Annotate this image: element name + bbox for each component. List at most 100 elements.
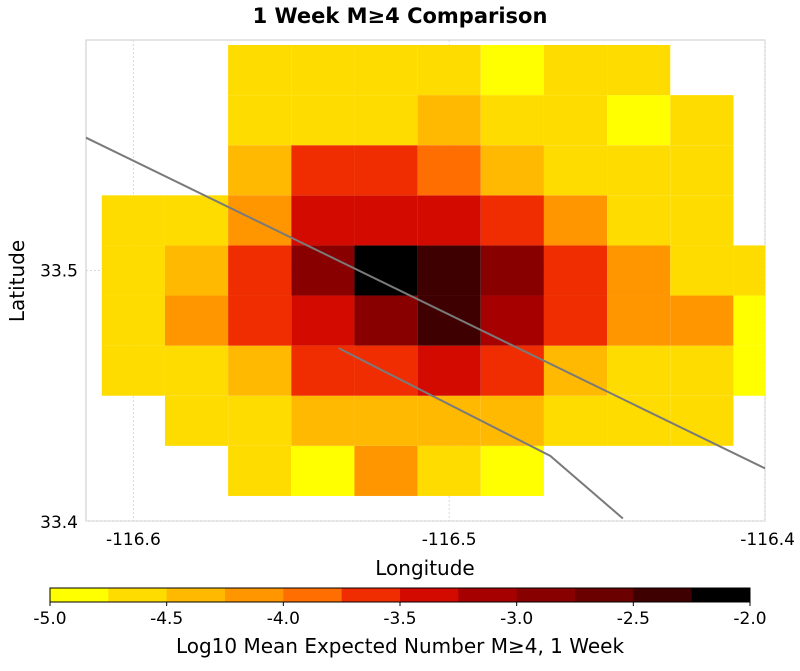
colorbar-segment: [516, 588, 576, 602]
heatmap-cell: [417, 245, 481, 296]
heatmap-cell: [354, 95, 418, 146]
heatmap-cell: [228, 445, 292, 496]
heatmap-cell: [354, 45, 418, 96]
colorbar-segment: [575, 588, 634, 602]
colorbar-segment: [166, 588, 226, 602]
heatmap-cell: [228, 95, 292, 146]
x-axis-ticks: -116.6 -116.5 -116.4: [106, 530, 795, 550]
heatmap-cell: [101, 245, 165, 296]
heatmap-cell: [417, 345, 481, 396]
chart-title: 1 Week M≥4 Comparison: [253, 4, 548, 28]
fault-traces: [85, 136, 766, 520]
heatmap-cell: [101, 195, 165, 246]
colorbar-segment: [50, 588, 109, 602]
heatmap-cell: [607, 395, 671, 446]
y-axis-ticks: 33.4 33.5: [40, 261, 78, 533]
heatmap-cell: [607, 295, 671, 346]
heatmap-cell: [480, 45, 544, 96]
heatmap-cell: [101, 345, 165, 396]
heatmap-cell: [607, 95, 671, 146]
colorbar-tick-label: -2.0: [733, 609, 766, 629]
heatmap-cell: [417, 145, 481, 196]
heatmap-cell: [480, 145, 544, 196]
colorbar-label: Log10 Mean Expected Number M≥4, 1 Week: [176, 634, 624, 658]
colorbar-tick-label: -4.0: [267, 609, 300, 629]
heatmap-cell: [164, 295, 229, 346]
heatmap-cell: [291, 145, 355, 196]
heatmap-cell: [670, 295, 734, 346]
heatmap-cell: [417, 395, 481, 446]
heatmap-cell: [543, 245, 608, 296]
heatmap-cell: [607, 345, 671, 396]
heatmap-cell: [164, 195, 229, 246]
heatmap-cell: [480, 295, 544, 346]
heatmap-cell: [543, 95, 608, 146]
colorbar-segment: [341, 588, 401, 602]
heatmap-cell: [733, 345, 765, 396]
colorbar-segment: [691, 588, 751, 602]
heatmap-cell: [480, 245, 544, 296]
heatmap-cell: [291, 195, 355, 246]
y-tick-label: 33.5: [40, 261, 78, 281]
colorbar-tick-label: -4.5: [150, 609, 183, 629]
heatmap-cell: [607, 145, 671, 196]
x-axis-label: Longitude: [375, 556, 474, 580]
heatmap-cell: [670, 145, 734, 196]
colorbar-tick-label: -5.0: [33, 609, 66, 629]
heatmap-cells: [101, 45, 765, 496]
heatmap-cell: [670, 345, 734, 396]
colorbar-segment: [108, 588, 168, 602]
colorbar-segment: [400, 588, 459, 602]
colorbar-segment: [633, 588, 693, 602]
y-tick-label: 33.4: [40, 513, 78, 533]
heatmap-cell: [670, 245, 734, 296]
heatmap-cell: [228, 245, 292, 296]
heatmap-cell: [164, 245, 229, 296]
colorbar-tick-label: -3.5: [383, 609, 416, 629]
heatmap-cell: [354, 295, 418, 346]
heatmap-cell: [354, 145, 418, 196]
heatmap-cell: [543, 345, 608, 396]
heatmap-cell: [607, 195, 671, 246]
colorbar-tick-label: -2.5: [617, 609, 650, 629]
heatmap-cell: [543, 45, 608, 96]
heatmap-cell: [607, 245, 671, 296]
heatmap-cell: [543, 145, 608, 196]
heatmap-cell: [291, 345, 355, 396]
heatmap-cell: [417, 45, 481, 96]
heatmap-cell: [164, 345, 229, 396]
x-tick-label: -116.6: [106, 530, 161, 550]
colorbar: -5.0 -4.5 -4.0 -3.5 -3.0 -2.5 -2.0: [33, 587, 767, 629]
heatmap-cell: [480, 395, 544, 446]
y-axis-label: Latitude: [5, 240, 29, 322]
heatmap-cell: [480, 195, 544, 246]
heatmap-cell: [417, 445, 481, 496]
heatmap-cell: [228, 195, 292, 246]
heatmap-cell: [291, 45, 355, 96]
colorbar-tick-label: -3.0: [500, 609, 533, 629]
heatmap-cell: [291, 95, 355, 146]
heatmap-cell: [354, 245, 418, 296]
heatmap-cell: [607, 45, 671, 96]
heatmap-cell: [733, 295, 765, 346]
heatmap-cell: [543, 295, 608, 346]
heatmap-cell: [480, 445, 544, 496]
heatmap-cell: [101, 295, 165, 346]
heatmap-cell: [164, 395, 229, 446]
heatmap-cell: [543, 395, 608, 446]
x-tick-label: -116.4: [740, 530, 795, 550]
x-tick-label: -116.5: [422, 530, 477, 550]
heatmap-cell: [291, 295, 355, 346]
fault-trace: [338, 347, 624, 520]
colorbar-segment: [458, 588, 518, 602]
heatmap-cell: [417, 95, 481, 146]
heatmap-cell: [354, 345, 418, 396]
heatmap-cell: [417, 195, 481, 246]
heatmap-cell: [733, 245, 765, 296]
colorbar-segment: [225, 588, 284, 602]
heatmap-cell: [291, 445, 355, 496]
heatmap-cell: [228, 45, 292, 96]
heatmap-cell: [480, 95, 544, 146]
heatmap-cell: [354, 195, 418, 246]
